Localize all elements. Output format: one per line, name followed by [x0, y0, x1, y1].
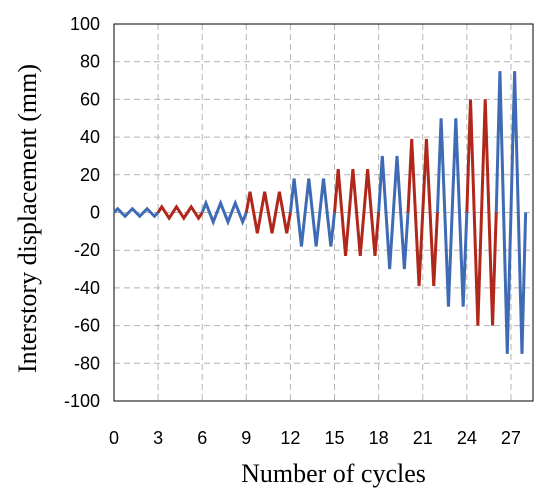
y-tick-label: -80 — [74, 353, 100, 373]
y-tick-label: 20 — [80, 165, 100, 185]
x-tick-label: 24 — [457, 428, 477, 448]
series-segment-6 — [333, 169, 381, 256]
y-tick-label: 100 — [70, 14, 100, 34]
x-tick-label: 21 — [413, 428, 433, 448]
series-segment-10 — [465, 99, 498, 326]
series-segment-3 — [200, 198, 248, 227]
x-tick-label: 3 — [153, 428, 163, 448]
series — [112, 71, 528, 354]
y-axis-title: Interstory displacement (mm) — [13, 64, 42, 373]
x-tick-label: 15 — [325, 428, 345, 448]
x-tick-label: 9 — [241, 428, 251, 448]
x-tick-label: 6 — [197, 428, 207, 448]
series-segment-9 — [435, 118, 469, 307]
series-segment-8 — [406, 138, 439, 287]
y-tick-label: 80 — [80, 52, 100, 72]
series-segment-1 — [112, 206, 160, 219]
y-tick-labels: 100 80 60 40 20 0 -20 -40 -60 -80 -100 — [64, 14, 100, 411]
series-segment-5 — [288, 178, 337, 247]
y-tick-label: -60 — [74, 316, 100, 336]
series-segment-2 — [156, 204, 204, 221]
y-tick-label: -100 — [64, 391, 100, 411]
series-segment-4 — [244, 191, 292, 234]
y-tick-label: -20 — [74, 240, 100, 260]
y-tick-label: -40 — [74, 278, 100, 298]
y-tick-label: 0 — [90, 203, 100, 223]
series-segment-11 — [494, 71, 528, 354]
y-tick-label: 60 — [80, 89, 100, 109]
x-tick-labels: 0 3 6 9 12 15 18 21 24 27 — [109, 428, 521, 448]
y-tick-label: 40 — [80, 127, 100, 147]
grid — [114, 24, 533, 401]
x-tick-label: 12 — [280, 428, 300, 448]
x-tick-label: 18 — [369, 428, 389, 448]
x-tick-label: 0 — [109, 428, 119, 448]
series-segment-7 — [377, 155, 410, 270]
x-axis-title: Number of cycles — [241, 459, 426, 488]
x-tick-label: 27 — [501, 428, 521, 448]
